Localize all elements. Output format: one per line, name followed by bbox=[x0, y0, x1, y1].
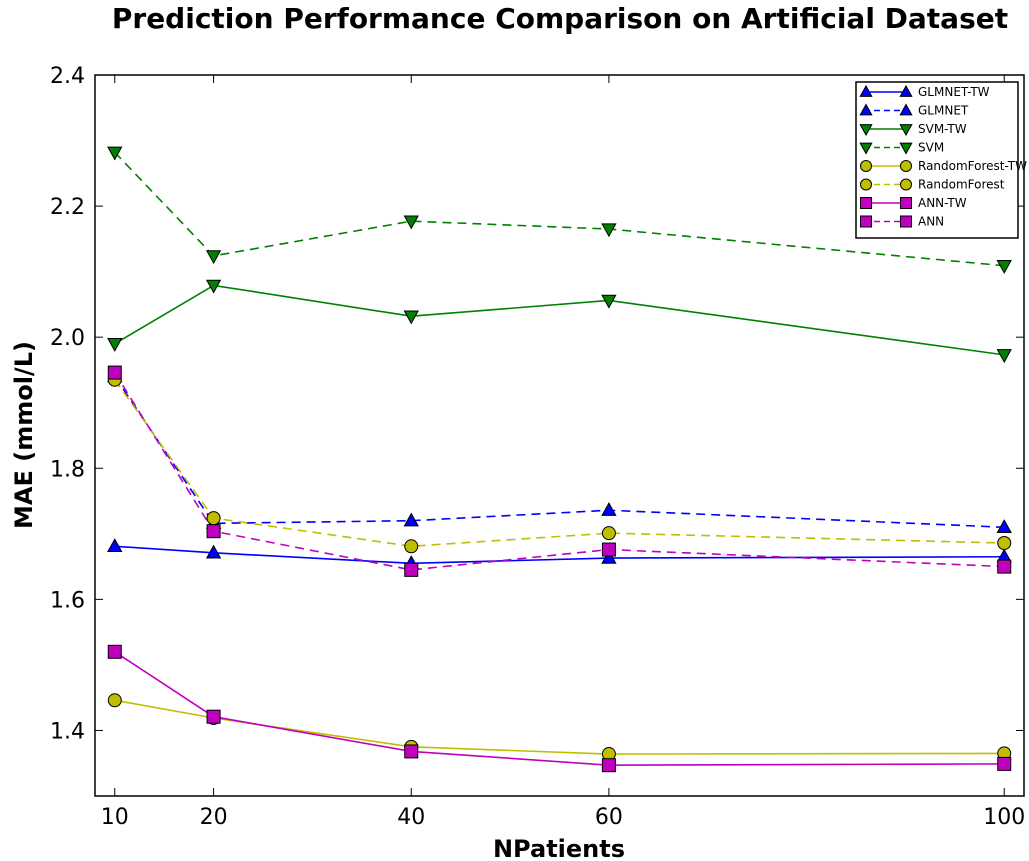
legend-marker-randomforest bbox=[900, 178, 912, 191]
legend-label-svm-tw: SVM-TW bbox=[918, 122, 967, 136]
x-axis-label: NPatients bbox=[493, 835, 625, 861]
legend-label-ann-tw: ANN-TW bbox=[918, 196, 967, 210]
legend-marker-svm bbox=[859, 142, 873, 155]
data-point-ann-tw bbox=[206, 709, 221, 724]
data-point-glmnet bbox=[601, 502, 617, 516]
legend-marker-randomforest-tw bbox=[900, 160, 912, 172]
data-point-ann bbox=[997, 559, 1012, 574]
data-point-svm bbox=[107, 146, 123, 161]
data-point-svm-tw bbox=[996, 349, 1012, 364]
legend: GLMNET-TW GLMNET SVM-TW SVM RandomForest-TW R… bbox=[855, 81, 1027, 239]
legend-marker-ann-tw bbox=[860, 197, 872, 209]
data-point-svm bbox=[403, 215, 419, 230]
x-tick-label: 60 bbox=[595, 805, 623, 830]
y-axis-label: MAE (mmol/L) bbox=[10, 341, 38, 529]
data-point-randomforest-tw bbox=[107, 693, 122, 708]
legend-marker-ann bbox=[900, 215, 912, 228]
chart-title: Prediction Performance Comparison on Art… bbox=[112, 2, 1008, 35]
data-point-ann bbox=[601, 542, 616, 557]
data-point-ann bbox=[404, 562, 419, 577]
data-point-glmnet-tw bbox=[107, 538, 123, 552]
data-point-ann bbox=[107, 365, 122, 380]
data-point-svm-tw bbox=[107, 338, 123, 352]
y-tick-label: 1.6 bbox=[50, 588, 85, 613]
legend-label-randomforest-tw: RandomForest-TW bbox=[918, 159, 1027, 173]
data-point-svm bbox=[996, 260, 1012, 274]
x-tick-label: 40 bbox=[397, 805, 425, 830]
legend-marker-svm bbox=[899, 142, 913, 155]
series-line-randomforest bbox=[114, 379, 1005, 548]
legend-label-svm: SVM bbox=[918, 141, 944, 155]
legend-box bbox=[855, 81, 1019, 239]
legend-marker-glmnet bbox=[899, 103, 913, 116]
legend-marker-glmnet bbox=[859, 103, 873, 116]
data-point-glmnet bbox=[996, 519, 1012, 533]
legend-marker-ann bbox=[860, 215, 872, 228]
data-point-glmnet-tw bbox=[205, 544, 222, 559]
x-tick-label: 20 bbox=[200, 805, 228, 830]
legend-marker-glmnet-tw bbox=[899, 84, 913, 97]
y-tick-label: 1.4 bbox=[50, 719, 85, 744]
x-tick-label: 100 bbox=[983, 805, 1025, 830]
legend-label-glmnet: GLMNET bbox=[918, 104, 969, 118]
series-line-svm bbox=[114, 151, 1005, 267]
y-tick-label: 2.4 bbox=[50, 64, 85, 89]
legend-marker-glmnet-tw bbox=[859, 84, 873, 97]
data-point-ann-tw bbox=[107, 644, 122, 659]
data-point-svm-tw bbox=[403, 310, 419, 325]
legend-marker-randomforest bbox=[860, 178, 872, 191]
legend-marker-svm-tw bbox=[859, 124, 873, 137]
data-point-svm-tw bbox=[601, 294, 617, 309]
series-line-ann bbox=[114, 372, 1005, 571]
y-tick-label: 1.8 bbox=[50, 457, 85, 482]
y-tick-label: 2.2 bbox=[50, 195, 85, 220]
legend-label-randomforest: RandomForest bbox=[918, 178, 1005, 192]
x-tick-label: 10 bbox=[101, 805, 129, 830]
data-point-ann-tw bbox=[404, 744, 419, 759]
data-point-randomforest bbox=[601, 526, 616, 541]
data-point-randomforest bbox=[997, 535, 1012, 550]
legend-label-glmnet-tw: GLMNET-TW bbox=[918, 85, 990, 99]
data-point-randomforest bbox=[404, 539, 419, 554]
legend-label-ann: ANN bbox=[918, 215, 944, 229]
data-point-ann-tw bbox=[997, 756, 1012, 771]
data-point-randomforest bbox=[206, 511, 221, 526]
legend-marker-ann-tw bbox=[900, 197, 912, 209]
data-point-ann bbox=[206, 524, 221, 539]
data-point-svm-tw bbox=[205, 279, 222, 294]
data-point-glmnet bbox=[403, 512, 419, 527]
data-point-svm bbox=[205, 250, 222, 265]
legend-marker-svm-tw bbox=[899, 124, 913, 137]
legend-marker-randomforest-tw bbox=[860, 160, 872, 172]
data-point-svm bbox=[601, 223, 617, 238]
data-point-glmnet-tw bbox=[601, 549, 617, 564]
data-point-ann-tw bbox=[601, 758, 616, 773]
y-tick-label: 2.0 bbox=[50, 326, 85, 351]
